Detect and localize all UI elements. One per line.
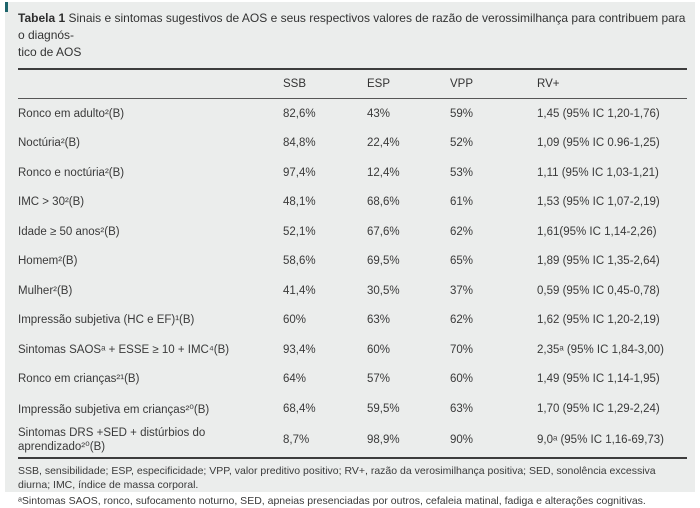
- rv-value: 1,09 (95% IC 0.96-1,25): [537, 137, 660, 150]
- rv-value: 1,45 (95% IC 1,20-1,76): [537, 107, 660, 120]
- footnote-abbreviations: SSB, sensibilidade; ESP, especificidade;…: [18, 464, 656, 491]
- table-row: Ronco e noctúria²(B) 97,4% 12,4% 53% 1,1…: [18, 158, 687, 188]
- ssb-value: 52,1%: [283, 225, 316, 238]
- table-row: Impressão subjetiva em crianças²⁰(B) 68,…: [18, 394, 687, 424]
- rv-value: 1,61(95% IC 1,14-2,26): [537, 225, 657, 238]
- rv-value: 1,89 (95% IC 1,35-2,64): [537, 255, 660, 268]
- vpp-value: 61%: [450, 196, 474, 209]
- bottom-rule: [18, 456, 687, 459]
- vpp-value: 62%: [450, 225, 474, 238]
- rv-value: 1,62 (95% IC 1,20-2,19): [537, 314, 660, 327]
- esp-value: 69,5%: [367, 255, 400, 268]
- column-header-vpp: VPP: [450, 78, 474, 90]
- esp-value: 22,4%: [367, 137, 400, 150]
- row-label: Impressão subjetiva em crianças²⁰(B): [18, 403, 210, 416]
- vpp-value: 65%: [450, 255, 474, 268]
- esp-value: 98,9%: [367, 434, 400, 446]
- vpp-value: 63%: [450, 402, 474, 415]
- row-label: Idade ≥ 50 anos²(B): [18, 225, 120, 238]
- table-row: IMC > 30²(B) 48,1% 68,6% 61% 1,53 (95% I…: [18, 188, 687, 218]
- table-row: Sintomas DRS +SED + distúrbios do aprend…: [18, 424, 687, 457]
- table-card: Tabela 1 Sinais e sintomas sugestivos de…: [5, 2, 695, 507]
- table-row: Impressão subjetiva (HC e EF)¹(B) 60% 63…: [18, 306, 687, 336]
- row-label: Sintomas DRS +SED + distúrbios do aprend…: [18, 427, 206, 453]
- vpp-value: 62%: [450, 314, 474, 327]
- rv-value: 1,11 (95% IC 1,03-1,21): [537, 166, 659, 179]
- esp-value: 59,5%: [367, 402, 400, 415]
- ssb-value: 48,1%: [283, 196, 316, 209]
- esp-value: 30,5%: [367, 284, 400, 297]
- ssb-value: 64%: [283, 373, 307, 386]
- rv-value: 1,49 (95% IC 1,14-1,95): [537, 373, 660, 386]
- column-header-ssb: SSB: [283, 78, 307, 90]
- rv-value: 2,35ᵃ (95% IC 1,84-3,00): [537, 343, 665, 356]
- ssb-value: 58,6%: [283, 255, 316, 268]
- table-number: Tabela 1: [18, 11, 66, 25]
- footnote-a: ᵃSintomas SAOS, ronco, sufocamento notur…: [18, 494, 646, 507]
- vpp-value: 60%: [450, 373, 474, 386]
- esp-value: 67,6%: [367, 225, 400, 238]
- row-label: Sintomas SAOSᵃ + ESSE ≥ 10 + IMC⁴(B): [18, 343, 230, 356]
- row-label: Noctúria²(B): [18, 137, 80, 150]
- esp-value: 68,6%: [367, 196, 400, 209]
- ssb-value: 41,4%: [283, 284, 316, 297]
- rv-value: 1,53 (95% IC 1,07-2,19): [537, 196, 660, 209]
- esp-value: 12,4%: [367, 166, 400, 179]
- vpp-value: 53%: [450, 166, 474, 179]
- table-row: Homem²(B) 58,6% 69,5% 65% 1,89 (95% IC 1…: [18, 247, 687, 277]
- esp-value: 63%: [367, 314, 391, 327]
- ssb-value: 60%: [283, 314, 307, 327]
- table-row: Noctúria²(B) 84,8% 22,4% 52% 1,09 (95% I…: [18, 129, 687, 159]
- table-row: Ronco em crianças²¹(B) 64% 57% 60% 1,49 …: [18, 365, 687, 395]
- row-label: Homem²(B): [18, 255, 78, 268]
- table-row: Idade ≥ 50 anos²(B) 52,1% 67,6% 62% 1,61…: [18, 217, 687, 247]
- row-label: Mulher²(B): [18, 284, 73, 297]
- ssb-value: 82,6%: [283, 107, 316, 120]
- vpp-value: 59%: [450, 107, 474, 120]
- rv-value: 9,0ᵃ (95% IC 1,16-69,73): [537, 434, 665, 446]
- row-label: Impressão subjetiva (HC e EF)¹(B): [18, 314, 195, 327]
- table-caption-line1: Sinais e sintomas sugestivos de AOS e se…: [18, 11, 686, 42]
- column-header-rv: RV+: [537, 78, 560, 90]
- vpp-value: 37%: [450, 284, 474, 297]
- table-footnotes: SSB, sensibilidade; ESP, especificidade;…: [18, 459, 687, 508]
- table-caption-line2: tico de AOS: [18, 45, 82, 59]
- header-rule: [18, 98, 687, 99]
- esp-value: 60%: [367, 343, 391, 356]
- table-row: Ronco em adulto²(B) 82,6% 43% 59% 1,45 (…: [18, 99, 687, 129]
- row-label: IMC > 30²(B): [18, 196, 85, 209]
- esp-value: 57%: [367, 373, 391, 386]
- row-label: Ronco em adulto²(B): [18, 107, 125, 120]
- esp-value: 43%: [367, 107, 391, 120]
- ssb-value: 97,4%: [283, 166, 316, 179]
- vpp-value: 52%: [450, 137, 474, 150]
- accent-mark: [5, 2, 8, 12]
- vpp-value: 90%: [450, 434, 474, 446]
- table-title: Tabela 1 Sinais e sintomas sugestivos de…: [18, 10, 687, 61]
- table-header-row: SSB ESP VPP RV+: [18, 70, 687, 98]
- ssb-value: 8,7%: [283, 434, 310, 446]
- row-label: Ronco e noctúria²(B): [18, 166, 125, 179]
- ssb-value: 84,8%: [283, 137, 316, 150]
- rv-value: 0,59 (95% IC 0,45-0,78): [537, 284, 660, 297]
- ssb-value: 68,4%: [283, 402, 316, 415]
- rv-value: 1,70 (95% IC 1,29-2,24): [537, 402, 660, 415]
- row-label: Ronco em crianças²¹(B): [18, 373, 140, 386]
- table-row: Mulher²(B) 41,4% 30,5% 37% 0,59 (95% IC …: [18, 276, 687, 306]
- vpp-value: 70%: [450, 343, 474, 356]
- column-header-esp: ESP: [367, 78, 391, 90]
- table-row: Sintomas SAOSᵃ + ESSE ≥ 10 + IMC⁴(B) 93,…: [18, 335, 687, 365]
- ssb-value: 93,4%: [283, 343, 316, 356]
- top-rule: [18, 68, 687, 70]
